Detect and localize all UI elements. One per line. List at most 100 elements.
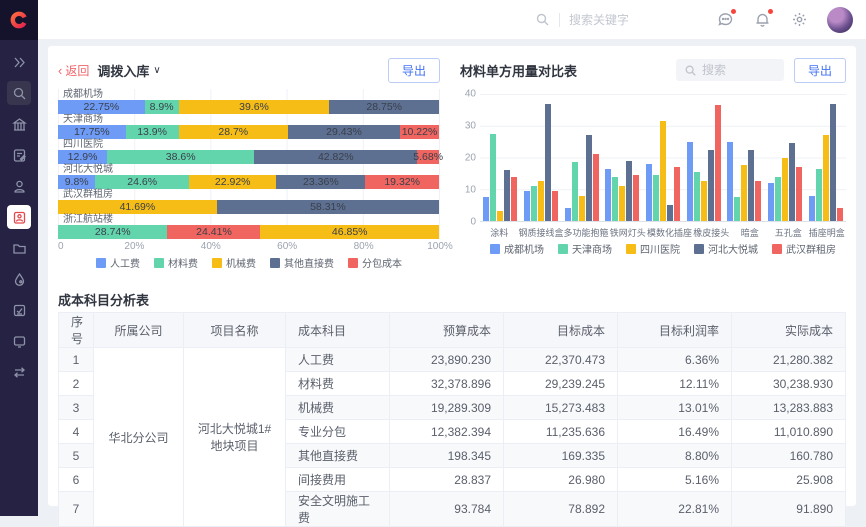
y-tick-label: 30 [464,120,476,132]
legend-item[interactable]: 成都机场 [490,241,544,256]
stacked-bar: 22.75% 8.9% 39.6% 28.75% [58,100,439,114]
global-search [535,12,664,27]
legend-swatch [626,243,636,254]
bar [741,165,748,221]
logo-ring-icon [10,11,28,29]
x-category-label: 暗盒 [740,228,759,238]
legend-swatch [694,243,704,254]
bar [829,103,836,221]
grouped-y-axis: 40 30 20 10 0 [460,89,480,228]
folder-icon [12,243,26,254]
stacked-row: 武汉群租房 41.69% 58.31% [58,189,439,214]
bar-segment: 22.92% [189,175,277,189]
table-cell: 8.80% [617,443,732,468]
sidebar-item-stamp[interactable] [7,174,31,198]
bar [578,195,585,221]
sidebar-item-transfer[interactable] [7,360,31,384]
bar-group [561,94,602,221]
sidebar-item-folder[interactable] [7,236,31,260]
table-cell: 6.36% [617,347,732,372]
table-row: 6 间接费用 28.837 26.980 5.16% 25.908 [58,467,846,492]
transfer-export-button[interactable]: 导出 [387,57,440,83]
sidebar-item-bank[interactable] [7,112,31,136]
table-cell: 5 [58,443,94,468]
legend-item[interactable]: 材料费 [154,255,198,270]
legend-item[interactable]: 其他直接费 [270,255,334,270]
bar [592,154,599,221]
x-category-label: 钢质接线盒 [518,228,564,238]
sidebar-item-search[interactable] [7,81,31,105]
bar-segment: 28.75% [329,100,439,114]
sidebar-item-device[interactable] [7,329,31,353]
global-search-input[interactable] [569,12,664,27]
bar [585,135,592,221]
legend-item[interactable]: 天津商场 [558,241,612,256]
settings-button[interactable] [790,11,808,29]
legend-item[interactable]: 人工费 [96,255,140,270]
table-cell: 169.335 [503,443,618,468]
legend-label: 机械费 [226,259,256,270]
bar [815,168,822,221]
device-screen-icon [13,335,25,348]
category-label: 武汉群租房 [63,189,113,200]
bar [789,143,796,221]
bar [714,105,721,221]
document-edit-icon [13,148,26,162]
search-icon[interactable] [535,12,550,27]
chevron-down-icon[interactable]: ∨ [153,64,161,76]
legend-swatch [154,257,164,268]
sidebar-expand-button[interactable] [7,50,31,74]
double-chevron-right-icon [14,57,25,67]
table-cell: 安全文明施工费 [285,491,390,527]
legend-item[interactable]: 武汉群租房 [772,241,836,256]
main-content: ‹ 返回 调拨入库 ∨ 导出 成都机场 22.75% 8.9% 39.6% 28.75%… [38,40,866,527]
legend-label: 天津商场 [572,245,612,256]
bar [626,160,633,221]
legend-swatch [96,257,106,268]
legend-item[interactable]: 分包成本 [348,255,402,270]
material-export-button[interactable]: 导出 [793,57,846,83]
report-card-icon [13,304,25,316]
grouped-chart: 40 30 20 10 0 涂料 钢质接线盒 多功能抱箍 铁网灯头 模数化插座 橡皮接头 暗盒 五孔盒… [460,89,846,256]
x-category-label: 五孔盒 [774,228,802,238]
bell-icon [756,13,768,27]
content-card: ‹ 返回 调拨入库 ∨ 导出 成都机场 22.75% 8.9% 39.6% 28.75%… [48,46,856,527]
legend-item[interactable]: 河北大悦城 [694,241,758,256]
sidebar-item-report[interactable] [7,298,31,322]
bar [660,121,667,221]
bar [571,162,578,221]
bar [768,182,775,221]
legend-item[interactable]: 机械费 [212,255,256,270]
notifications-button[interactable] [753,8,773,29]
project-cell: 河北大悦城1#地块项目 [183,347,286,527]
bar-segment: 9.8% [58,175,96,189]
bar-segment: 28.74% [58,225,168,239]
messages-button[interactable] [716,8,736,29]
app-logo[interactable] [0,0,38,40]
table-row: 1 华北分公司 河北大悦城1#地块项目 人工费 23,890.230 22,370.473… [58,347,846,527]
sidebar-item-project-active[interactable] [7,205,31,229]
stacked-bar: 12.9% 38.6% 42.82% 5.68% [58,150,443,164]
column-header: 目标成本 [503,312,618,348]
table-cell: 1 [58,347,94,372]
grouped-plot [480,94,846,222]
avatar[interactable] [827,6,853,33]
x-category-label: 插座明盒 [808,228,845,238]
sidebar-item-drop[interactable] [7,267,31,291]
table-row: 5 其他直接费 198.345 169.335 8.80% 160.780 [58,443,846,468]
table-cell: 11,010.890 [731,419,846,444]
stacked-bar: 28.74% 24.41% 46.85% [58,225,439,239]
x-tick-label: 100% [427,241,453,252]
legend-swatch [558,243,568,254]
legend-item[interactable]: 四川医院 [626,241,680,256]
material-search-input[interactable] [701,63,762,77]
back-button[interactable]: ‹ 返回 [58,62,89,79]
bar [782,157,789,221]
sidebar-item-document-edit[interactable] [7,143,31,167]
stacked-bar: 17.75% 13.9% 28.7% 29.43% 10.22% [58,125,439,139]
bar [552,190,558,221]
category-label: 浙江航站楼 [63,214,113,225]
table-cell: 4 [58,419,94,444]
company-cell: 华北分公司 [93,347,184,527]
